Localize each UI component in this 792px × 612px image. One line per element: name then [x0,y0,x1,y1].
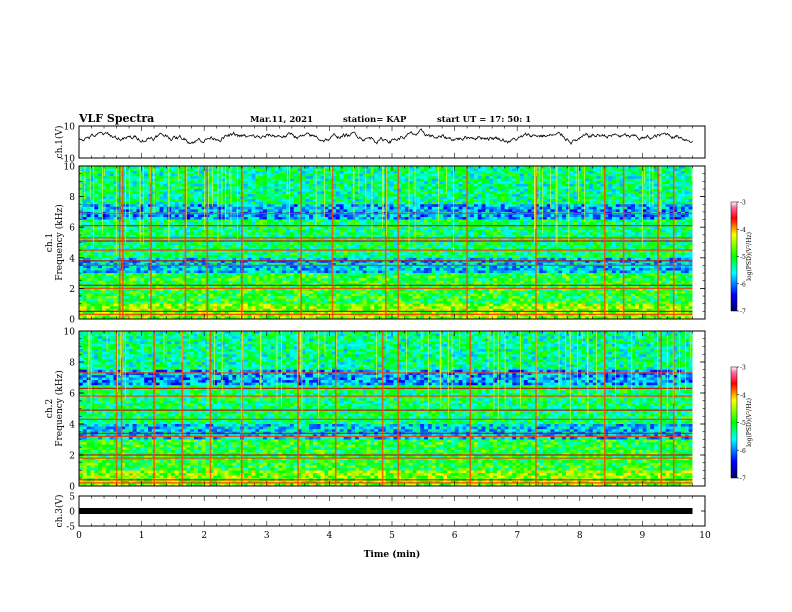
date-label: Mar.11, 2021 [250,115,313,125]
x-tick-label: 9 [640,531,646,541]
y-tick-label: 8 [69,193,75,203]
ch2-spectrogram-heatmap [79,331,705,487]
y-tick-label: 4 [69,254,75,264]
start-time-label: start UT = 17: 50: 1 [437,115,531,125]
y-axis-label-frequency: Frequency (kHz) [54,204,65,281]
x-tick-label: 6 [452,531,458,541]
y-tick-label: 0 [69,316,75,326]
colorbar-tick-label: -4 [740,392,746,399]
y-tick-label: 8 [69,359,75,369]
ch1-waveform-trace [78,128,693,145]
colorbar-label: log(PSD)(V²/Hz) [746,398,753,447]
y-tick-label: -5 [66,523,75,533]
x-tick-label: 3 [264,531,270,541]
colorbar-label: log(PSD)(V²/Hz) [746,232,753,281]
x-tick-label: 8 [577,531,583,541]
colorbar-tick-label: -3 [740,200,746,207]
ch3-y-axis-label: ch.3(V) [54,495,65,528]
y-tick-label: 10 [64,163,76,173]
colorbar [730,201,738,312]
x-tick-label: 1 [139,531,145,541]
ch1-y-axis-label: ch.1(V) [54,126,65,159]
y-tick-label: 0 [69,483,75,493]
y-tick-label: 4 [69,421,75,431]
x-tick-label: 2 [201,531,207,541]
colorbar-tick-label: -7 [740,309,746,316]
y-tick-label: -10 [61,155,76,165]
y-tick-label: 10 [64,328,76,338]
colorbar-tick-label: -6 [740,281,746,288]
x-tick-label: 7 [514,531,520,541]
y-axis-label-channel: ch.2 [45,399,55,418]
y-tick-label: 5 [69,493,75,503]
x-tick-label: 0 [76,531,82,541]
y-axis-label-frequency: Frequency (kHz) [54,370,65,447]
y-tick-label: 2 [69,452,75,462]
colorbar-tick-label: -5 [740,420,746,427]
y-tick-label: 10 [64,123,76,133]
y-axis-label-channel: ch.1 [45,233,55,252]
figure-title: VLF Spectra [79,112,154,125]
colorbar [730,366,738,479]
y-tick-label: 6 [69,224,75,234]
station-label: station= KAP [343,115,406,125]
y-tick-label: 2 [69,285,75,295]
ch1-spectrogram-heatmap [79,166,705,320]
colorbar-tick-label: -7 [740,476,746,483]
x-tick-label: 5 [389,531,395,541]
x-axis-label: Time (min) [364,549,421,560]
colorbar-tick-label: -6 [740,448,746,455]
x-tick-label: 4 [327,531,333,541]
y-tick-label: 6 [69,390,75,400]
x-tick-label: 10 [699,531,711,541]
colorbar-tick-label: -3 [740,365,746,372]
ch3-waveform-trace [79,508,693,514]
colorbar-tick-label: -5 [740,254,746,261]
y-tick-label: 0 [69,508,75,518]
colorbar-tick-label: -4 [740,227,746,234]
